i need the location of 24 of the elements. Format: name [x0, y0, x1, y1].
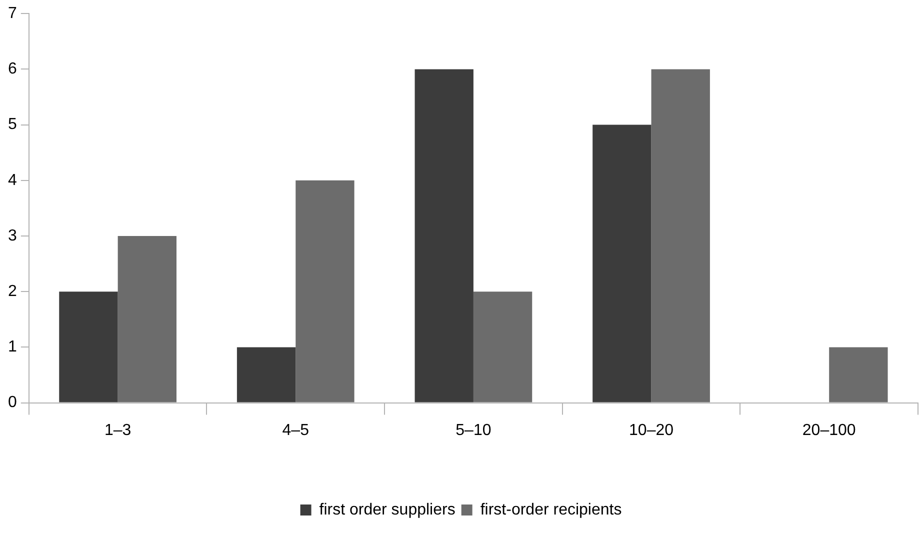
y-tick-label: 5: [8, 116, 17, 134]
bar: [651, 69, 710, 402]
legend-label: first order suppliers: [319, 501, 456, 518]
bar: [414, 69, 474, 402]
y-tick-label: 3: [8, 227, 17, 244]
y-tick-label: 6: [8, 60, 17, 78]
x-tick-label: 1–3: [104, 422, 132, 439]
x-tick-label: 5–10: [456, 422, 492, 439]
y-tick-label: 0: [8, 394, 17, 412]
bar: [296, 180, 354, 402]
bar: [473, 292, 532, 402]
y-tick-label: 1: [8, 338, 17, 356]
bar: [236, 347, 296, 402]
x-tick-label: 4–5: [282, 422, 310, 439]
bar: [829, 347, 888, 402]
bar: [118, 236, 176, 402]
legend-label: first-order recipients: [480, 501, 622, 518]
bar: [59, 292, 118, 402]
x-tick-label: 10–20: [629, 422, 674, 439]
y-tick-label: 2: [8, 283, 17, 300]
y-tick-label: 7: [8, 5, 17, 22]
y-tick-label: 4: [8, 172, 17, 189]
x-tick-label: 20–100: [802, 422, 856, 439]
bar: [592, 124, 652, 402]
